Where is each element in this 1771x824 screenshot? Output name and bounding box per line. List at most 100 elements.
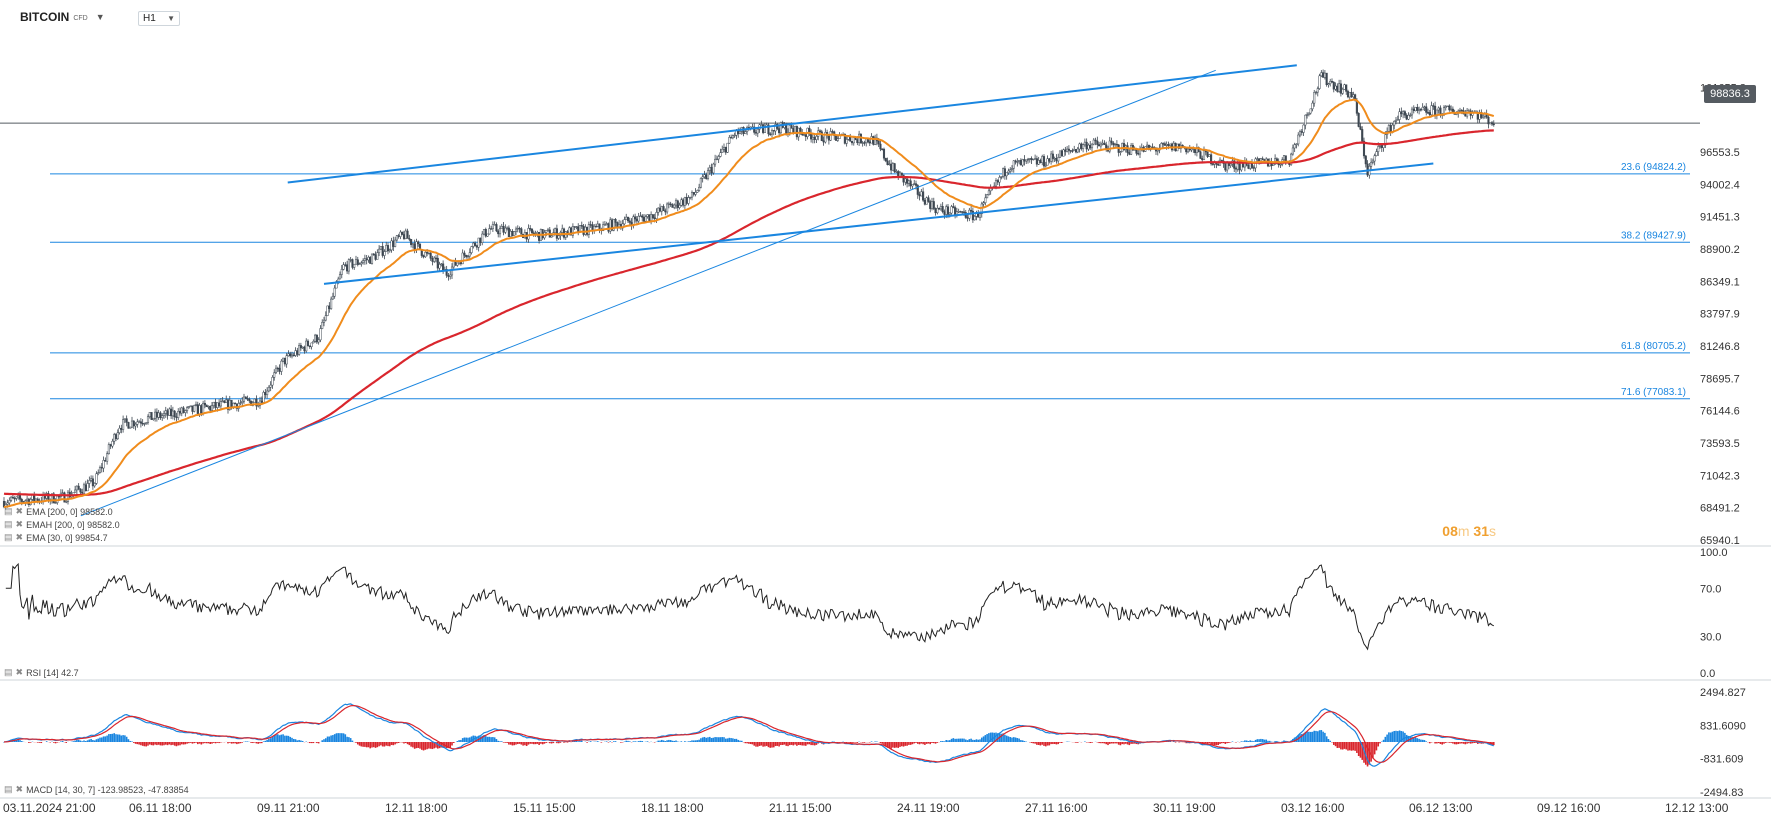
candle-body (946, 206, 950, 215)
indicator-rsi[interactable]: ▤ ✖ RSI [14] 42.7 (4, 667, 79, 678)
candle-body (353, 263, 356, 268)
macd-histogram-bar (973, 739, 976, 742)
candle-body (639, 215, 642, 217)
time-tick-label: 27.11 16:00 (1025, 801, 1088, 815)
candle-body (74, 489, 77, 493)
price-tick-label: 96553.5 (1700, 147, 1740, 159)
indicator-ema30[interactable]: ▤ ✖ EMA [30, 0] 99854.7 (4, 532, 108, 543)
time-tick-label: 18.11 18:00 (641, 801, 704, 815)
candle-body (1099, 143, 1102, 147)
macd-histogram-bar (1254, 739, 1257, 742)
settings-icon[interactable]: ▤ (4, 506, 13, 516)
candle-body (1041, 156, 1044, 163)
candle-body (1450, 108, 1453, 111)
macd-histogram-bar (348, 737, 350, 742)
symbol-selector[interactable]: BITCOIN CFD ▼ (20, 10, 105, 24)
macd-histogram-bar (1352, 742, 1355, 751)
candle-body (813, 137, 816, 140)
candle-body (1151, 146, 1154, 148)
macd-histogram-bar (705, 737, 708, 742)
indicator-emah[interactable]: ▤ ✖ EMAH [200, 0] 98582.0 (4, 519, 120, 530)
candle-body (1202, 150, 1206, 161)
macd-histogram-bar (1267, 740, 1269, 742)
candle-body (452, 260, 455, 268)
candle-body (1105, 144, 1108, 149)
settings-icon[interactable]: ▤ (4, 784, 13, 794)
macd-histogram-bar (959, 738, 962, 742)
macd-histogram-bar (1212, 742, 1214, 746)
macd-histogram-bar (847, 742, 850, 743)
macd-histogram-bar (1316, 731, 1319, 742)
candle-body (1226, 162, 1229, 171)
candle-body (785, 125, 788, 135)
macd-histogram-bar (264, 740, 267, 742)
macd-histogram-bar (780, 742, 782, 746)
macd-histogram-bar (1009, 737, 1012, 742)
timeframe-value: H1 (143, 13, 156, 24)
settings-icon[interactable]: ▤ (4, 667, 13, 677)
macd-histogram-bar (895, 742, 898, 748)
candle-body (162, 413, 166, 416)
candle-body (914, 183, 918, 186)
macd-histogram-bar (1258, 739, 1260, 742)
candle-body (1229, 163, 1232, 166)
candle-body (1060, 150, 1063, 157)
macd-histogram-bar (364, 742, 366, 747)
candle-body (769, 133, 772, 135)
candle-body (194, 404, 198, 406)
candle-body (1307, 112, 1310, 115)
candle-body (91, 478, 94, 487)
candle-body (118, 427, 121, 433)
macd-histogram-bar (1373, 742, 1376, 755)
settings-icon[interactable]: ▤ (4, 532, 13, 542)
macd-histogram-bar (497, 740, 500, 742)
candle-body (1398, 111, 1401, 120)
close-icon[interactable]: ✖ (15, 532, 24, 542)
macd-histogram-bar (522, 742, 524, 746)
macd-histogram-bar (1002, 733, 1004, 742)
candle-body (650, 214, 653, 221)
macd-histogram-bar (803, 742, 805, 746)
macd-histogram-bar (1359, 742, 1362, 758)
macd-histogram-bar (977, 739, 980, 742)
macd-histogram-bar (1044, 742, 1047, 747)
macd-histogram-bar (925, 742, 928, 744)
macd-histogram-bar (246, 741, 249, 742)
macd-histogram-bar (849, 742, 852, 743)
macd-histogram-bar (371, 742, 373, 748)
macd-histogram-bar (1443, 742, 1445, 744)
close-icon[interactable]: ✖ (15, 519, 24, 529)
macd-histogram-bar (170, 742, 172, 746)
candle-body (1115, 143, 1118, 146)
macd-histogram-bar (189, 742, 192, 743)
macd-histogram-bar (1046, 742, 1049, 746)
macd-histogram-bar (1114, 742, 1116, 744)
macd-histogram-bar (476, 736, 478, 742)
macd-histogram-bar (1393, 730, 1396, 742)
macd-histogram-bar (484, 736, 487, 742)
candle-body (753, 126, 756, 133)
macd-histogram-bar (1329, 740, 1332, 742)
macd-histogram-bar (417, 742, 420, 748)
indicator-macd[interactable]: ▤ ✖ MACD [14, 30, 7] -123.98523, -47.8385… (4, 784, 189, 795)
candle-body (242, 396, 246, 402)
indicator-ema200[interactable]: ▤ ✖ EMA [200, 0] 98582.0 (4, 506, 113, 517)
macd-histogram-bar (465, 737, 468, 742)
macd-histogram-bar (1020, 740, 1022, 742)
close-icon[interactable]: ✖ (15, 784, 24, 794)
close-icon[interactable]: ✖ (15, 506, 24, 516)
macd-histogram-bar (36, 742, 39, 743)
macd-histogram-bar (95, 739, 98, 742)
candle-body (847, 136, 850, 140)
settings-icon[interactable]: ▤ (4, 519, 13, 529)
candle-body (1062, 149, 1065, 157)
macd-histogram-bar (86, 740, 89, 742)
trendline-upper (287, 64, 1297, 184)
candle-body (794, 126, 797, 133)
candle-body (1034, 158, 1037, 160)
close-icon[interactable]: ✖ (15, 667, 24, 677)
candle-body (648, 214, 651, 221)
candle-body (130, 420, 134, 428)
timeframe-select[interactable]: H1 ▼ (138, 11, 180, 26)
